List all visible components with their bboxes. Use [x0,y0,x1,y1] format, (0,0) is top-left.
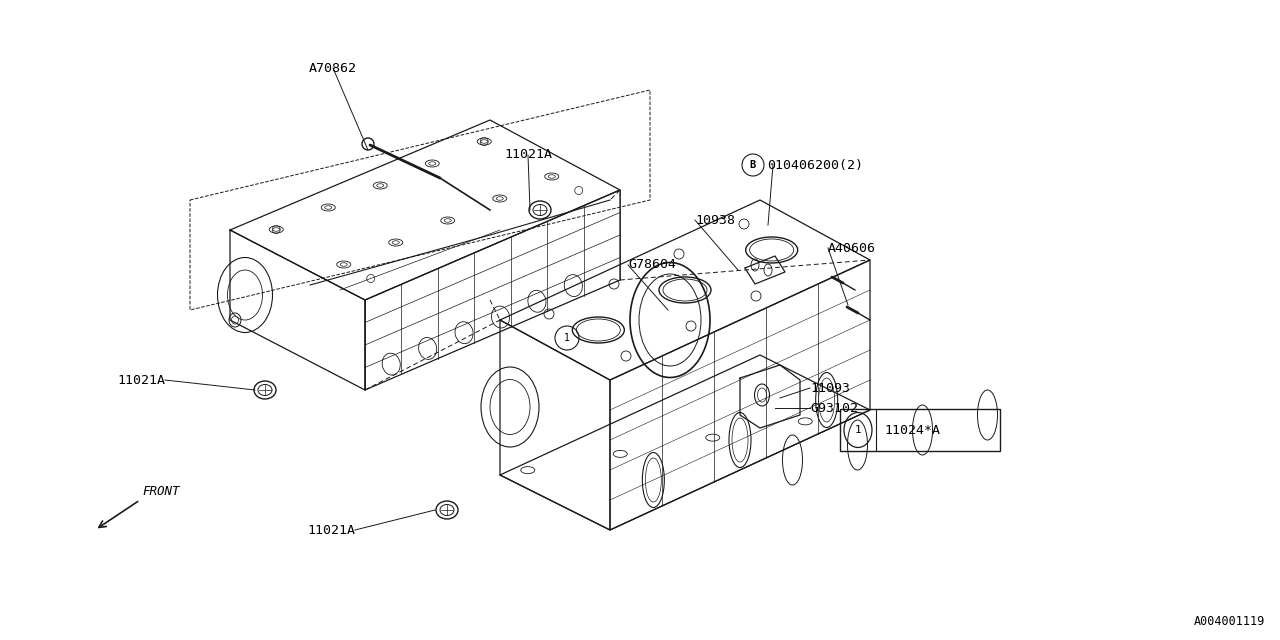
Text: 10938: 10938 [695,214,735,227]
Bar [840,409,1000,451]
Text: G78604: G78604 [628,259,676,271]
Text: 11021A: 11021A [307,524,355,536]
Text: 11021A: 11021A [504,148,552,161]
Text: 11024*A: 11024*A [884,424,940,436]
Text: 11093: 11093 [810,381,850,394]
Text: B: B [750,160,756,170]
Text: 1: 1 [564,333,570,343]
Text: 1: 1 [855,425,861,435]
Text: 11021A: 11021A [116,374,165,387]
Text: A004001119: A004001119 [1194,615,1265,628]
Text: G93102: G93102 [810,401,858,415]
Text: 010406200(2): 010406200(2) [767,159,863,172]
Text: A40606: A40606 [828,241,876,255]
Text: A70862: A70862 [308,61,357,74]
Text: FRONT: FRONT [142,485,179,498]
